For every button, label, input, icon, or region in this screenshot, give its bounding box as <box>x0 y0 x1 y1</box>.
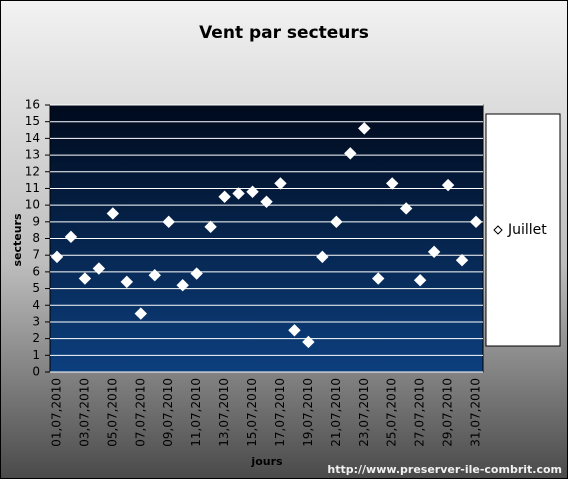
y-tick-label: 4 <box>32 298 40 312</box>
point <box>386 177 399 190</box>
x-tick-label: 25,07,2010 <box>385 378 399 447</box>
y-tick-label: 3 <box>32 314 40 328</box>
point <box>288 324 301 337</box>
point <box>330 215 343 229</box>
y-tick-label: 14 <box>25 131 40 145</box>
point <box>204 220 217 234</box>
x-tick-label: 13,07,2010 <box>217 378 231 447</box>
x-tick-label: 17,07,2010 <box>273 378 287 447</box>
point <box>413 274 427 287</box>
y-tick-label: 16 <box>25 98 40 112</box>
y-tick-label: 2 <box>32 331 40 345</box>
point <box>469 215 483 229</box>
point <box>302 335 315 349</box>
legend-marker <box>493 225 503 235</box>
point <box>176 279 189 292</box>
x-tick-label: 23,07,2010 <box>357 378 371 447</box>
chart-title: Vent par secteurs <box>199 23 369 43</box>
y-tick-label: 12 <box>25 164 40 178</box>
point <box>92 262 106 275</box>
point <box>455 253 469 267</box>
point <box>274 177 287 190</box>
point <box>148 269 161 282</box>
point <box>316 250 329 264</box>
point <box>372 272 385 285</box>
y-tick-label: 15 <box>25 114 40 128</box>
x-tick-label: 01,07,2010 <box>49 378 63 447</box>
point <box>190 267 203 280</box>
point <box>120 275 134 289</box>
point <box>78 272 92 285</box>
legend-label: Juillet <box>507 222 547 238</box>
point <box>260 195 273 208</box>
x-tick-label: 03,07,2010 <box>77 378 91 447</box>
point <box>134 307 147 320</box>
y-tick-label: 11 <box>25 181 40 195</box>
x-tick-label: 29,07,2010 <box>441 378 455 447</box>
point <box>399 202 413 215</box>
point <box>64 230 78 244</box>
point <box>162 215 175 229</box>
y-tick-label: 1 <box>32 348 40 362</box>
x-tick-label: 27,07,2010 <box>413 378 427 447</box>
y-tick-label: 8 <box>32 231 40 245</box>
x-tick-label: 31,07,2010 <box>469 378 483 447</box>
x-tick-label: 09,07,2010 <box>161 378 175 447</box>
x-tick-label: 15,07,2010 <box>245 378 259 447</box>
point <box>441 178 455 192</box>
point <box>427 245 441 259</box>
y-tick-label: 5 <box>32 281 40 295</box>
x-tick-label: 21,07,2010 <box>329 378 343 447</box>
x-tick-label: 07,07,2010 <box>133 378 147 447</box>
point <box>232 187 245 200</box>
y-tick-label: 10 <box>25 198 40 212</box>
point <box>246 185 259 198</box>
y-axis-label: secteurs <box>11 213 24 267</box>
point <box>50 250 64 264</box>
x-tick-label: 05,07,2010 <box>105 378 119 447</box>
y-tick-label: 9 <box>32 214 40 228</box>
point <box>106 207 120 220</box>
point <box>344 147 357 160</box>
point <box>218 190 231 203</box>
x-tick-label: 19,07,2010 <box>301 378 315 447</box>
y-tick-label: 6 <box>32 264 40 278</box>
x-axis-label: jours <box>250 455 283 468</box>
point <box>358 122 371 135</box>
y-tick-label: 7 <box>32 248 40 262</box>
y-tick-label: 13 <box>25 148 40 162</box>
y-tick-label: 0 <box>32 365 40 379</box>
x-tick-label: 11,07,2010 <box>189 378 203 447</box>
source: http://www.preserver-ile-combrit.com <box>327 463 562 476</box>
